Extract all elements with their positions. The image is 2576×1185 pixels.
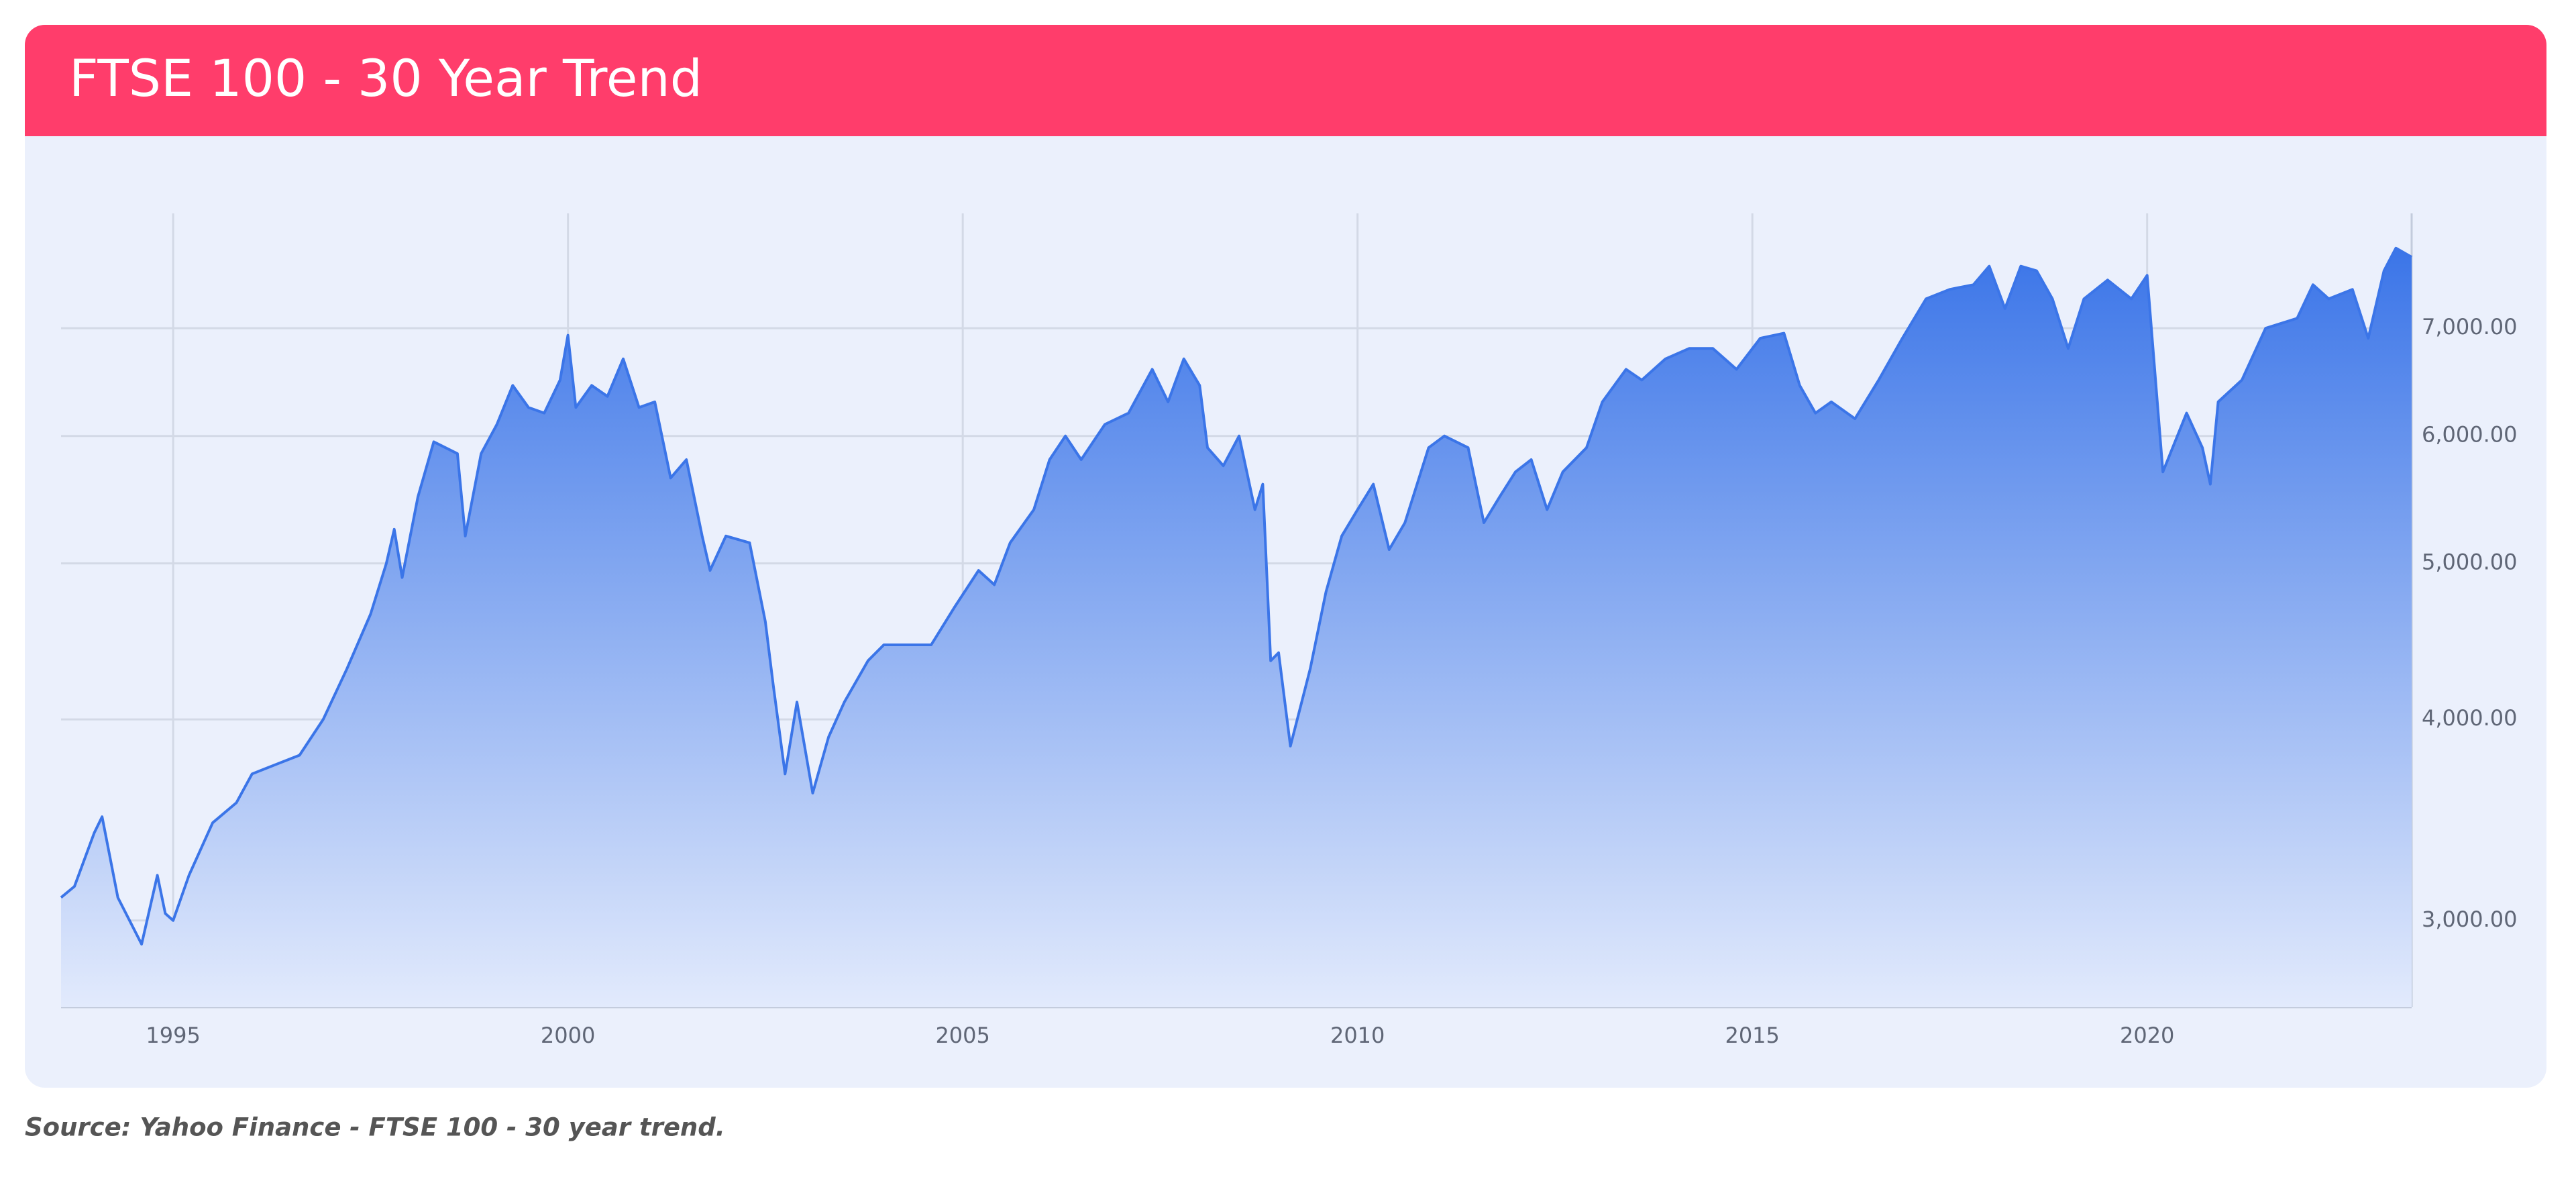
x-tick-label: 2010 [1330, 1023, 1385, 1048]
plot-area: 3,000.00 4,000.00 5,000.00 6,000.00 7,000.00… [60, 213, 2518, 1048]
chart-title: FTSE 100 - 30 Year Trend [69, 48, 702, 108]
x-tick-label: 2020 [2120, 1023, 2174, 1048]
caption: Source: Yahoo Finance - FTSE 100 - 30 ye… [25, 1113, 725, 1142]
line [60, 246, 2412, 946]
y-tick-label: 7,000.00 [2422, 314, 2518, 340]
x-tick-label: 1995 [146, 1023, 200, 1048]
y-tick-label: 3,000.00 [2422, 907, 2518, 932]
x-tick-label: 2005 [935, 1023, 989, 1048]
y-tick-label: 6,000.00 [2422, 422, 2518, 448]
y-tick-label: 5,000.00 [2422, 550, 2518, 575]
y-tick-label: 4,000.00 [2422, 705, 2518, 731]
x-tick-label: 2015 [1725, 1023, 1779, 1048]
x-tick-label: 2000 [541, 1023, 595, 1048]
area [61, 248, 2412, 1007]
header-bar [25, 25, 2546, 136]
